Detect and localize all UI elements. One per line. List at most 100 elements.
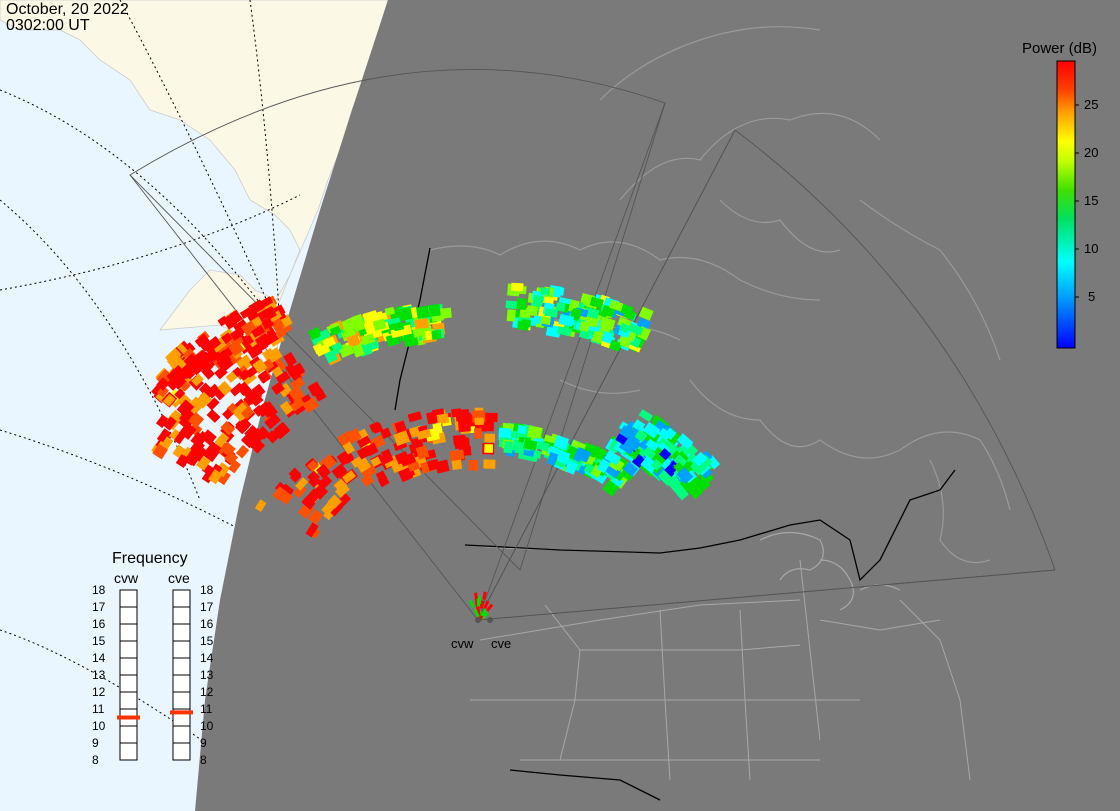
echo-cell [553, 435, 570, 451]
echo-cell [289, 471, 302, 483]
echo-cell [289, 397, 306, 412]
echo-cell [483, 459, 496, 469]
echo-cell [608, 339, 621, 352]
freq-radar-label-cvw: cvw [114, 570, 139, 586]
echo-cell [544, 308, 559, 318]
echo-cell [215, 350, 229, 363]
echo-cell [238, 369, 251, 381]
echo-cell [393, 321, 405, 332]
echo-cell [239, 307, 253, 319]
echo-cell [201, 365, 215, 380]
echo-cell [181, 409, 198, 427]
echo-cell [364, 442, 379, 457]
frequency-tick-18: 18 [200, 583, 214, 597]
echo-cell [413, 317, 430, 330]
echo-cell [679, 479, 693, 493]
day-grid [0, 0, 301, 761]
echo-cell [352, 343, 365, 358]
echo-cell [308, 326, 323, 341]
echo-cell [638, 409, 654, 422]
echo-cell [179, 380, 191, 392]
echo-cell [201, 469, 215, 484]
echo-cell [174, 388, 186, 400]
echo-cell [578, 320, 591, 333]
echo-cell [155, 414, 169, 429]
echo-cell [428, 303, 441, 317]
echo-cell [436, 413, 450, 425]
frequency-tick-15: 15 [200, 634, 214, 648]
echo-cell [229, 327, 244, 341]
echo-cell [191, 357, 207, 373]
echo-cell [225, 371, 238, 383]
echo-cell [208, 469, 223, 485]
echo-cell [240, 406, 255, 420]
echo-cell [584, 306, 600, 320]
colorbar-tick-25: 25 [1084, 97, 1099, 112]
frequency-tick-17: 17 [92, 600, 106, 614]
echo-cell [676, 451, 689, 464]
date-label: October, 20 2022 [6, 1, 129, 18]
echo-cell [156, 377, 170, 391]
echo-cell [293, 484, 307, 499]
radar-label-cvw: cvw [451, 636, 474, 651]
echo-cell [256, 426, 271, 440]
echo-cell [416, 305, 430, 319]
echo-cell [268, 310, 282, 323]
echo-cell [173, 429, 188, 445]
power-colorbar [1056, 60, 1079, 349]
echo-cell [673, 454, 688, 468]
echo-cell [498, 427, 512, 439]
frequency-tick-14: 14 [92, 651, 106, 665]
echo-cell [383, 455, 398, 469]
echo-cell [199, 351, 213, 365]
time-label: 0302:00 UT [6, 17, 90, 34]
frequency-tick-12: 12 [92, 685, 106, 699]
echo-cell [679, 435, 694, 449]
frequency-tick-8: 8 [200, 753, 207, 767]
echo-cell [658, 427, 672, 441]
echo-cell [251, 383, 266, 398]
radar-label-cve: cve [491, 636, 512, 651]
echo-cell [690, 459, 706, 476]
echo-cell [321, 501, 336, 516]
colorbar-title: Power (dB) [1022, 40, 1098, 57]
echo-cell [407, 411, 423, 423]
echo-cell [194, 333, 209, 348]
echo-cell [451, 458, 463, 471]
echo-cell [503, 441, 514, 454]
echo-cell [380, 427, 392, 439]
echo-cell [252, 404, 265, 417]
echo-cell [206, 337, 222, 352]
political-borders [464, 544, 971, 781]
echo-cell [539, 287, 551, 296]
echo-cell [526, 425, 543, 440]
echo-cell [250, 427, 266, 444]
radar-site-cve-marker [487, 617, 493, 623]
echo-cell [571, 308, 582, 318]
frequency-tick-12: 12 [200, 685, 214, 699]
frequency-tick-9: 9 [92, 736, 99, 750]
echo-cell [451, 408, 462, 418]
echo-cell [264, 413, 281, 430]
echo-cell [696, 454, 713, 471]
echo-cell [604, 450, 622, 466]
echo-cell [346, 333, 361, 349]
echo-cell [650, 458, 663, 471]
echo-cell [619, 425, 633, 439]
echo-cell [474, 427, 483, 439]
echo-cell [322, 336, 336, 349]
echo-cell [468, 599, 475, 609]
echo-cell [258, 296, 274, 309]
echo-cell [342, 470, 356, 484]
freq-radar-label-cve: cve [168, 570, 190, 586]
echo-cell [229, 309, 243, 324]
echo-cell [283, 351, 298, 367]
echo-cell [319, 328, 331, 340]
echo-cell [403, 454, 417, 466]
night-region [195, 0, 1120, 811]
echo-cell [558, 314, 574, 327]
echo-cell [459, 412, 472, 422]
echo-cell [176, 399, 195, 418]
echo-cell [188, 411, 205, 429]
